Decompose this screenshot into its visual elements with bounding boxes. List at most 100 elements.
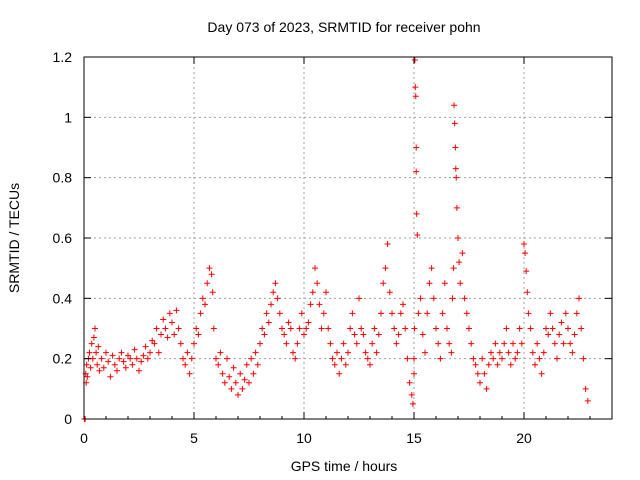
data-point (424, 310, 431, 317)
data-point (466, 325, 472, 332)
data-point (409, 400, 416, 407)
data-point (257, 340, 263, 347)
data-point (369, 340, 376, 347)
data-point (140, 352, 147, 359)
data-point (312, 265, 318, 272)
data-point (439, 310, 446, 317)
data-point (360, 331, 367, 338)
data-point (160, 316, 167, 323)
data-point (127, 355, 134, 362)
data-point (455, 235, 461, 241)
data-point (400, 301, 406, 308)
data-point (417, 295, 424, 302)
data-point (503, 325, 510, 332)
data-point (87, 364, 94, 371)
data-point (142, 343, 149, 350)
data-point (428, 265, 435, 272)
data-point (452, 144, 459, 151)
data-point (290, 349, 296, 356)
data-point (426, 280, 433, 287)
data-point (224, 355, 230, 362)
data-point (386, 289, 393, 296)
data-point (254, 361, 261, 368)
data-point (100, 364, 107, 371)
data-point (551, 340, 558, 347)
data-point (411, 370, 417, 377)
data-point (378, 310, 384, 317)
data-point (237, 370, 244, 377)
data-point (283, 340, 290, 347)
data-point (276, 310, 283, 317)
data-point (451, 102, 458, 109)
data-point (248, 355, 255, 362)
data-point (413, 168, 420, 175)
data-point (320, 310, 327, 317)
data-point (395, 331, 402, 338)
data-point (380, 280, 387, 287)
x-tick-label: 5 (190, 430, 198, 446)
data-point (567, 340, 574, 347)
data-point (301, 331, 307, 338)
data-point (545, 331, 552, 338)
data-point (186, 370, 193, 377)
data-point (270, 289, 277, 296)
data-point (103, 349, 109, 356)
data-point (268, 301, 274, 308)
data-point (188, 355, 195, 362)
data-point (452, 165, 459, 172)
data-point (327, 340, 334, 347)
data-point (250, 370, 257, 377)
data-point (584, 397, 591, 404)
data-point (93, 349, 100, 356)
data-point (120, 358, 127, 365)
data-point (305, 319, 312, 326)
data-point (184, 349, 191, 356)
data-point (138, 358, 145, 365)
data-point (96, 367, 103, 374)
data-point (217, 349, 224, 356)
data-point (94, 361, 101, 368)
y-tick-label: 0 (64, 411, 72, 427)
data-point (265, 319, 272, 326)
data-point (206, 265, 213, 272)
data-point (468, 340, 475, 347)
data-point (177, 340, 184, 347)
data-point (375, 331, 382, 338)
x-tick-label: 20 (516, 430, 532, 446)
data-point (414, 231, 421, 238)
data-point (180, 355, 186, 362)
data-point (116, 355, 123, 362)
data-point (402, 325, 409, 332)
data-point (411, 57, 418, 64)
data-point (195, 331, 202, 338)
data-point (477, 379, 483, 386)
data-point (562, 310, 569, 317)
y-tick-label: 0.8 (53, 170, 73, 186)
data-point (210, 325, 217, 332)
data-point (272, 280, 279, 287)
data-point (525, 310, 532, 317)
data-point (393, 340, 400, 347)
data-point (118, 349, 125, 356)
data-point (131, 346, 138, 353)
data-point (204, 280, 211, 287)
data-point (314, 280, 321, 287)
data-point (444, 325, 450, 332)
data-point (413, 144, 420, 151)
data-point (514, 349, 521, 356)
data-point (481, 370, 488, 377)
data-point (499, 355, 505, 362)
data-point (448, 349, 455, 356)
data-point (560, 340, 567, 347)
data-point (470, 355, 477, 362)
data-point (88, 340, 95, 347)
data-point (457, 280, 464, 287)
data-point (536, 355, 543, 362)
data-point (450, 265, 457, 272)
data-point (512, 355, 519, 362)
data-point (83, 361, 90, 368)
data-point (430, 295, 437, 302)
data-point (342, 361, 349, 368)
data-point (111, 361, 118, 368)
data-point (358, 325, 365, 332)
